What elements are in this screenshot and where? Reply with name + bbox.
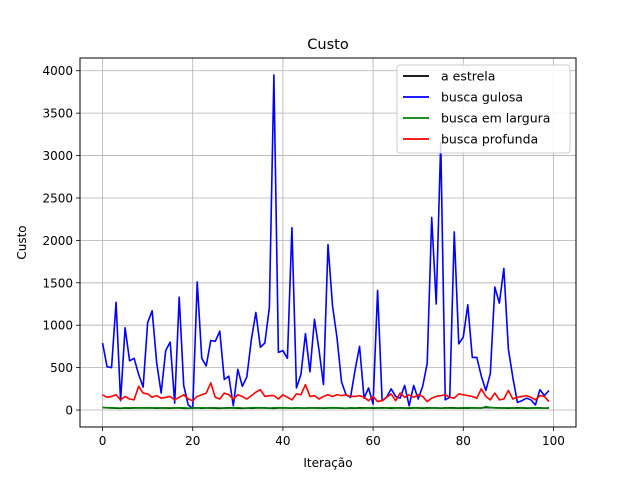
x-axis-label: Iteração <box>303 456 352 470</box>
y-tick-label: 3500 <box>42 107 73 121</box>
plot-area-frame <box>79 57 577 428</box>
series-line-busca-em-largura <box>102 405 549 409</box>
y-tick-label: 2000 <box>42 234 73 248</box>
series-lines <box>101 74 550 410</box>
x-tick-label: 40 <box>275 434 290 448</box>
legend-entry: a estrela <box>403 69 495 84</box>
chart-title: Custo <box>307 37 349 53</box>
legend-box <box>396 64 571 154</box>
legend-label: busca profunda <box>441 132 538 147</box>
x-axis-ticks: 0 20 40 60 80 100 <box>99 427 565 448</box>
x-tick-label: 0 <box>99 434 107 448</box>
y-tick-label: 2500 <box>42 191 73 205</box>
legend-entry: busca em largura <box>403 111 550 126</box>
x-tick-label: 80 <box>456 434 471 448</box>
x-tick-label: 100 <box>542 434 565 448</box>
legend-label: busca em largura <box>441 111 550 126</box>
x-tick-label: 20 <box>185 434 200 448</box>
y-tick-label: 3000 <box>42 149 73 163</box>
y-tick-label: 1500 <box>42 276 73 290</box>
x-tick-label: 60 <box>365 434 380 448</box>
legend-entry: busca profunda <box>403 132 538 147</box>
legend-label: a estrela <box>441 69 495 84</box>
y-tick-label: 500 <box>50 361 73 375</box>
legend: a estrela busca gulosa busca em largura bus… <box>396 64 571 154</box>
legend-entry: busca gulosa <box>403 90 523 105</box>
y-tick-label: 0 <box>65 404 73 418</box>
y-axis-ticks: 0 500 1000 1500 2000 2500 3000 3500 4000 <box>42 64 80 418</box>
series-line-busca-gulosa <box>101 74 550 410</box>
y-axis-label: Custo <box>15 225 29 259</box>
y-tick-label: 4000 <box>42 64 73 78</box>
legend-label: busca gulosa <box>441 90 523 105</box>
y-tick-label: 1000 <box>42 319 73 333</box>
series-line-busca-profunda <box>102 382 550 403</box>
